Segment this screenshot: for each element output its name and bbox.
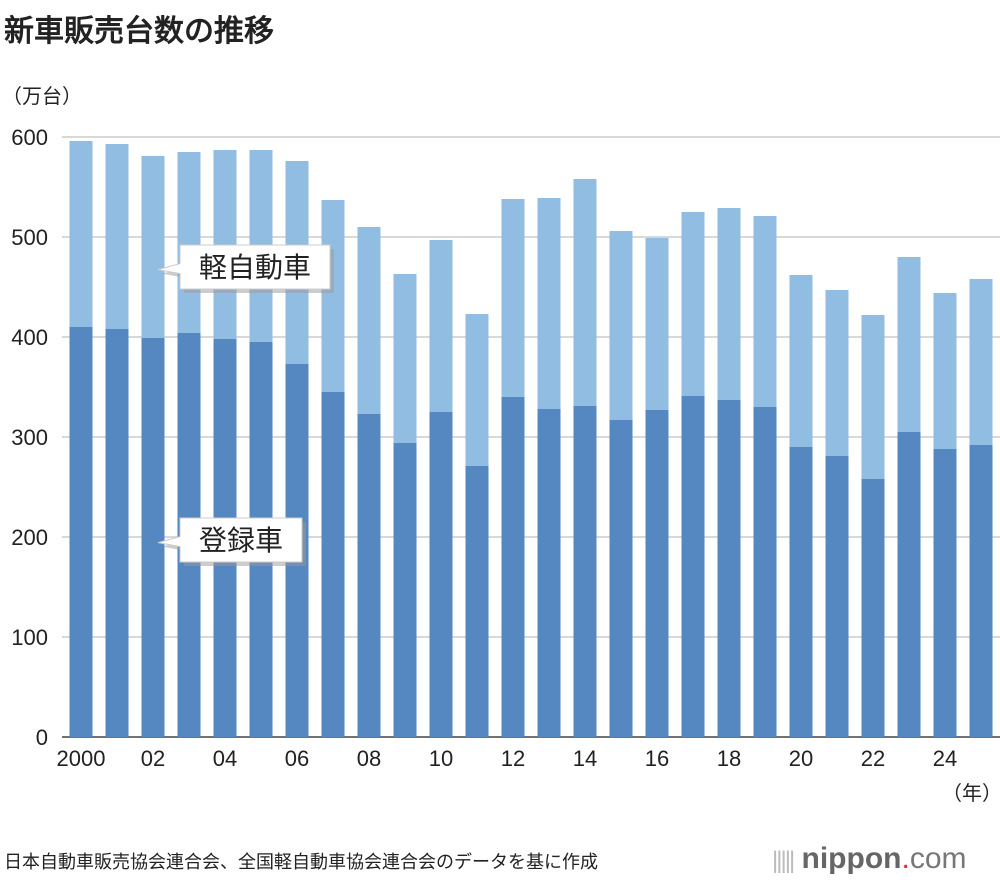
- bar-kei-2018: [717, 208, 741, 400]
- x-tick-label: 04: [213, 746, 237, 771]
- bar-kei-2015: [609, 231, 633, 420]
- bar-registered-2019: [753, 407, 777, 737]
- bar-kei-2024: [933, 293, 957, 449]
- bar-kei-2021: [825, 290, 849, 456]
- bar-registered-2010: [429, 412, 453, 737]
- bar-registered-2016: [645, 410, 669, 737]
- bar-registered-2023: [897, 432, 921, 737]
- stacked-bar-chart: 0 100 200 300 400 500 600 2000 02 04 06 08 10 12 14 16 1…: [11, 125, 1000, 805]
- x-tick-label: 16: [645, 746, 669, 771]
- y-tick-label: 200: [11, 525, 48, 550]
- bar-kei-2023: [897, 257, 921, 432]
- bar-kei-2012: [501, 199, 525, 397]
- x-tick-label: 24: [933, 746, 957, 771]
- x-tick-label: 22: [861, 746, 885, 771]
- bar-kei-2008: [357, 227, 381, 414]
- bar-kei-2022: [861, 315, 885, 479]
- bar-kei-2013: [537, 198, 561, 409]
- x-tick-label: 20: [789, 746, 813, 771]
- x-tick-label: 06: [285, 746, 309, 771]
- bar-kei-2010: [429, 240, 453, 412]
- chart-title: 新車販売台数の推移: [4, 14, 274, 49]
- bar-registered-2015: [609, 420, 633, 737]
- y-axis-unit: （万台）: [2, 84, 82, 108]
- bar-registered-2021: [825, 456, 849, 737]
- bar-kei-2019: [753, 216, 777, 407]
- bar-registered-2020: [789, 447, 813, 737]
- bar-registered-2014: [573, 406, 597, 737]
- nippon-logo: ||||| nippon.com: [772, 842, 967, 875]
- y-tick-label: 600: [11, 125, 48, 150]
- bar-registered-2007: [321, 392, 345, 737]
- bar-kei-2007: [321, 200, 345, 392]
- bar-kei-2020: [789, 275, 813, 447]
- bar-registered-2017: [681, 396, 705, 737]
- bar-kei-2016: [645, 238, 669, 410]
- bar-registered-2012: [501, 397, 525, 737]
- y-tick-label: 500: [11, 225, 48, 250]
- x-tick-label: 18: [717, 746, 741, 771]
- y-tick-label: 300: [11, 425, 48, 450]
- x-tick-label: 10: [429, 746, 453, 771]
- x-tick-label: 2000: [57, 746, 106, 771]
- bar-registered-2002: [141, 338, 165, 737]
- y-tick-label: 400: [11, 325, 48, 350]
- x-tick-label: 08: [357, 746, 381, 771]
- y-tick-label: 100: [11, 625, 48, 650]
- bar-registered-2009: [393, 443, 417, 737]
- bar-registered-2013: [537, 409, 561, 737]
- bar-registered-2008: [357, 414, 381, 737]
- callout-box: [157, 244, 331, 290]
- bar-kei-2025: [969, 279, 993, 445]
- legend-registered: 登録車: [199, 524, 283, 557]
- bar-registered-2024: [933, 449, 957, 737]
- x-tick-label: 02: [141, 746, 165, 771]
- legend-kei: 軽自動車: [199, 251, 311, 284]
- bar-kei-2002: [141, 156, 165, 338]
- bar-registered-2001: [105, 329, 129, 737]
- y-tick-label: 0: [36, 725, 48, 750]
- source-note: 日本自動車販売協会連合会、全国軽自動車協会連合会のデータを基に作成: [4, 852, 598, 873]
- x-tick-label: 14: [573, 746, 597, 771]
- bar-kei-2000: [69, 141, 93, 327]
- bar-registered-2011: [465, 466, 489, 737]
- bar-kei-2003: [177, 152, 201, 333]
- bar-registered-2025: [969, 445, 993, 737]
- callout-box: [157, 517, 303, 563]
- bar-kei-2001: [105, 144, 129, 329]
- x-tick-label: 12: [501, 746, 525, 771]
- bar-kei-2017: [681, 212, 705, 396]
- bar-kei-2011: [465, 314, 489, 466]
- bar-registered-2000: [69, 327, 93, 737]
- bar-kei-2014: [573, 179, 597, 406]
- bar-kei-2009: [393, 274, 417, 443]
- x-axis-unit: （年）: [942, 781, 1000, 805]
- bar-registered-2018: [717, 400, 741, 737]
- bar-registered-2022: [861, 479, 885, 737]
